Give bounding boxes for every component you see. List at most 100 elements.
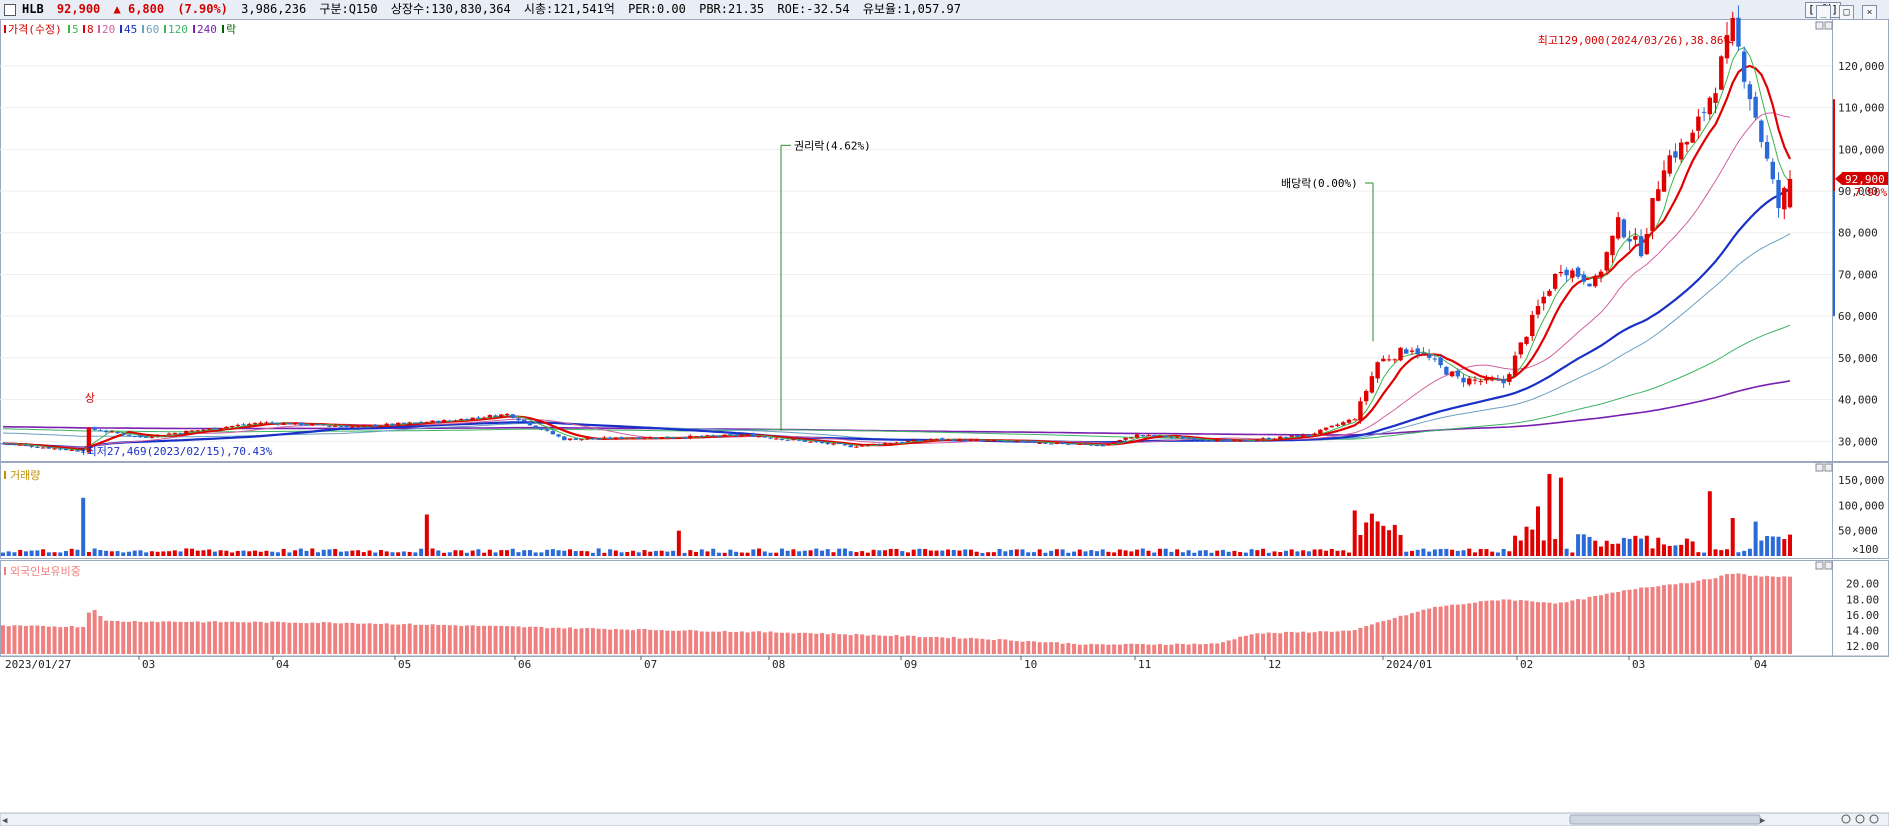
foreign-holding-bar — [373, 623, 378, 654]
volume-bar — [482, 552, 487, 556]
volume-bar — [1421, 548, 1426, 556]
foreign-holding-bar — [1106, 644, 1111, 654]
scroll-left-icon[interactable]: ◀ — [2, 816, 8, 826]
volume-bar — [699, 549, 704, 556]
foreign-holding-bar — [1249, 634, 1254, 654]
candle-body — [596, 438, 601, 440]
foreign-holding-bar — [1707, 579, 1712, 654]
foreign-holding-bar — [396, 624, 401, 654]
candle-body — [1753, 96, 1758, 118]
candle-body — [1472, 379, 1478, 381]
volume-bar — [1106, 551, 1111, 556]
scrollbar-track[interactable] — [0, 812, 1889, 826]
zoom-reset-icon[interactable] — [1869, 814, 1879, 824]
scroll-right-icon[interactable]: ▶ — [1760, 816, 1766, 826]
candle-body — [607, 437, 613, 439]
foreign-holding-bar — [1198, 644, 1203, 654]
title-bar: HLB 92,900 ▲ 6,800 (7.90%) 3,986,236 구분:… — [0, 0, 1889, 20]
candle-body — [1398, 347, 1403, 361]
candle-body — [1060, 442, 1065, 445]
volume-bar — [779, 548, 784, 556]
candle-body — [315, 423, 321, 425]
candle-body — [40, 447, 46, 449]
foreign-holding-bar — [86, 612, 91, 654]
foreign-holding-bar — [1759, 576, 1764, 654]
candle-body — [573, 438, 578, 440]
volume-bar — [1123, 550, 1128, 556]
legend-marker — [120, 25, 122, 33]
candle-body — [808, 441, 813, 443]
foreign-holding-bar — [883, 635, 888, 654]
panel-restore-icon[interactable] — [1815, 21, 1824, 30]
foreign-holding-bar — [1043, 642, 1048, 654]
foreign-holding-bar — [201, 622, 206, 654]
foreign-holding-bar — [1404, 615, 1409, 654]
foreign-holding-bar — [1220, 642, 1225, 654]
foreign-holding-bar — [1598, 595, 1603, 654]
window-icon[interactable] — [4, 4, 16, 16]
candle-body — [98, 430, 103, 432]
volume-bar — [1031, 552, 1036, 556]
candle-body — [58, 448, 63, 450]
volume-bar — [1747, 548, 1752, 556]
volume-bar — [837, 548, 842, 556]
foreign-holding-bar — [1753, 575, 1758, 654]
foreign-holding-bar — [367, 623, 372, 654]
volume-bar — [711, 548, 716, 556]
volume-bar — [694, 551, 699, 556]
candle-body — [1249, 440, 1254, 442]
candle-body — [1461, 377, 1466, 383]
candle-body — [1552, 273, 1558, 289]
foreign-holding-bar — [562, 628, 567, 654]
candle-body — [1432, 358, 1438, 360]
zoom-out-icon[interactable] — [1855, 814, 1865, 824]
panel-restore-icon[interactable] — [1815, 561, 1824, 570]
foreign-holding-bar — [1490, 600, 1495, 654]
candle-body — [212, 427, 218, 430]
foreign-holding-bar — [1329, 631, 1334, 654]
volume-bar — [648, 551, 653, 556]
volume-bar — [1261, 548, 1266, 556]
candle-body — [1089, 444, 1094, 446]
candle-body — [1157, 435, 1163, 437]
volume-bar — [333, 549, 338, 556]
candle-body — [1323, 427, 1329, 430]
foreign-holding-bar — [579, 628, 584, 654]
candle-body — [338, 426, 344, 428]
panel-restore-icon[interactable] — [1815, 463, 1824, 472]
volume-bar — [144, 552, 149, 556]
candle-body — [550, 431, 556, 435]
candle-body — [619, 437, 624, 439]
volume-bar — [940, 550, 945, 556]
price-tick-label: 30,000 — [1838, 435, 1878, 448]
volume-bar — [1387, 530, 1392, 556]
candle-body — [1381, 358, 1386, 362]
candle-body — [476, 417, 481, 419]
panel-close-icon[interactable] — [1824, 561, 1833, 570]
legend-item-3: 20 — [102, 23, 115, 36]
zoom-in-icon[interactable] — [1841, 814, 1851, 824]
candle-body — [579, 439, 584, 441]
candle-body — [974, 439, 979, 441]
foreign-holding-bar — [1180, 643, 1185, 654]
scrollbar-thumb[interactable] — [1569, 814, 1761, 825]
candle-body — [1134, 434, 1140, 438]
foreign-holding-bar — [1719, 575, 1724, 654]
panel-close-icon[interactable] — [1824, 463, 1833, 472]
candle-body — [453, 420, 458, 422]
candle-body — [1701, 111, 1707, 113]
candle-body — [922, 439, 928, 441]
volume-bar — [1014, 549, 1019, 556]
candle-body — [1186, 438, 1191, 440]
candle-body — [1312, 433, 1317, 436]
price-pointer-icon — [1835, 172, 1842, 185]
foreign-holding-bar — [619, 629, 624, 654]
foreign-holding-bar — [1604, 593, 1609, 654]
foreign-holding-bar — [1341, 630, 1346, 654]
volume-bar — [1639, 538, 1644, 556]
candle-body — [1174, 436, 1180, 438]
foreign-holding-bar — [1289, 631, 1294, 654]
panel-close-icon[interactable] — [1824, 21, 1833, 30]
foreign-holding-bar — [608, 629, 613, 654]
